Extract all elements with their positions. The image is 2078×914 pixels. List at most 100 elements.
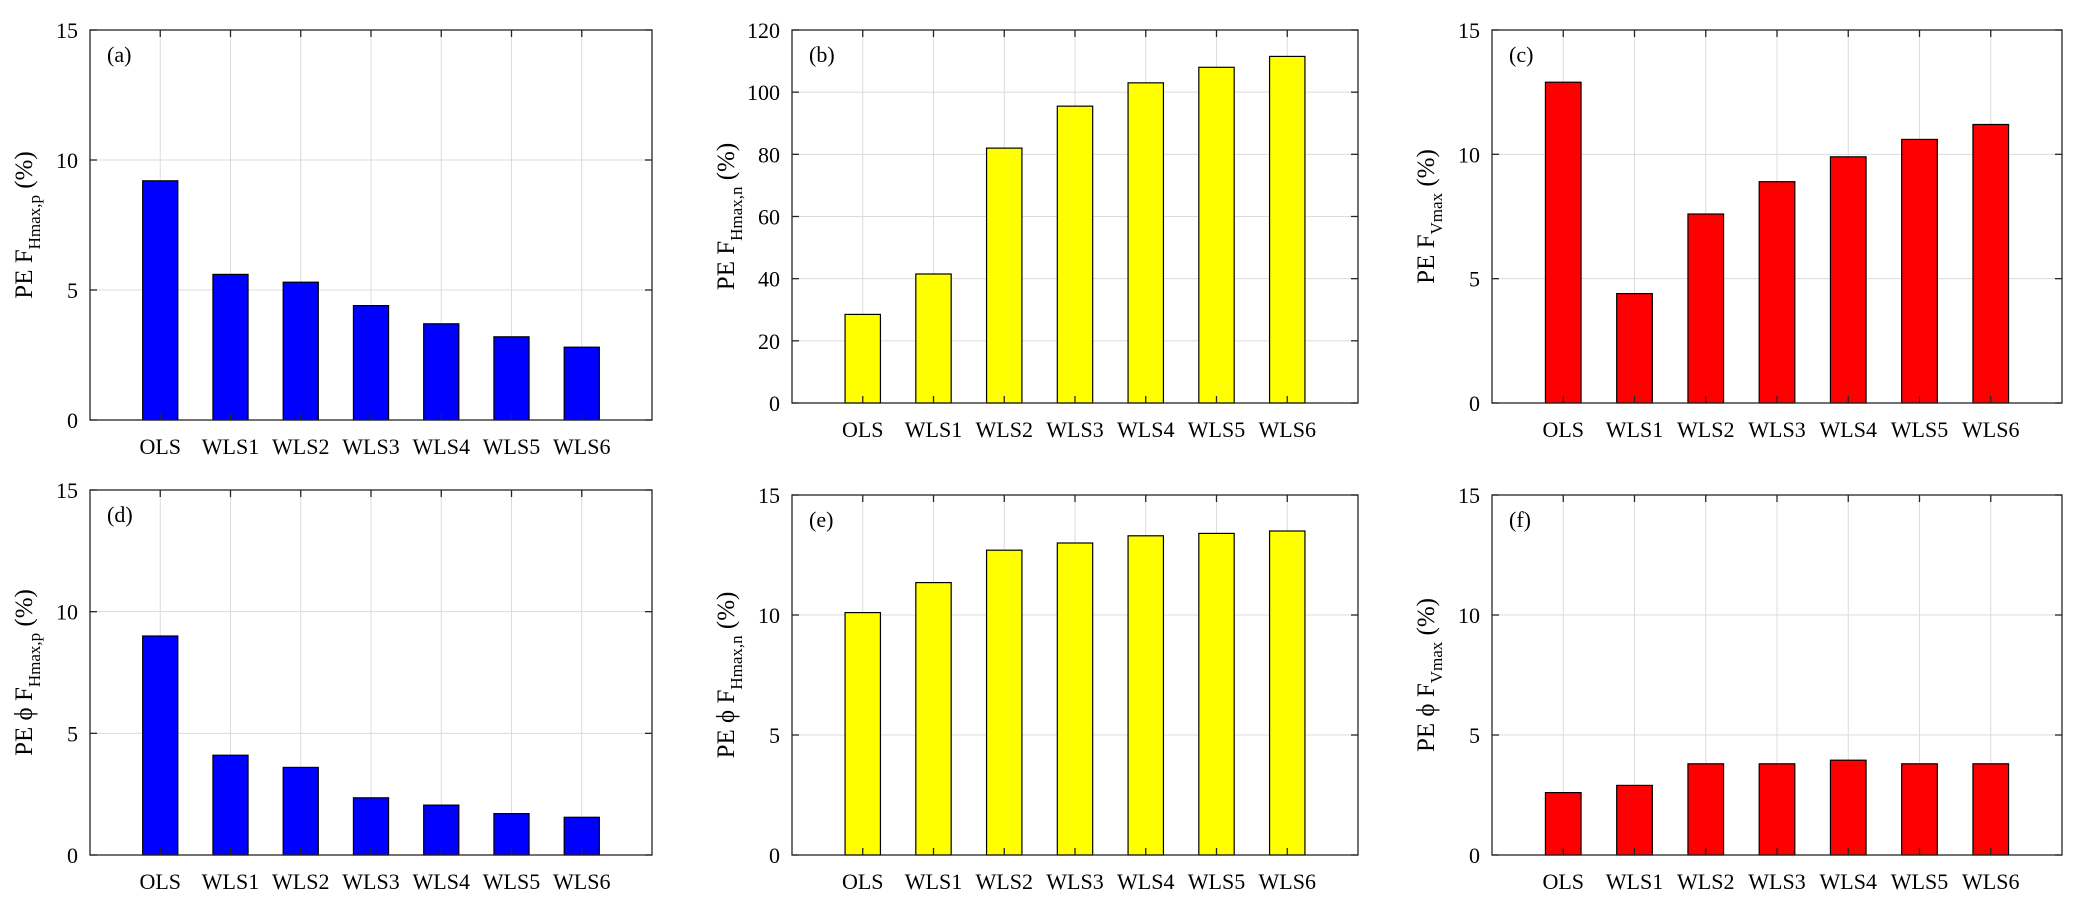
x-tick-label: WLS2 bbox=[1677, 417, 1734, 442]
bar-wls5 bbox=[1198, 532, 1235, 856]
y-tick-label: 5 bbox=[67, 721, 78, 746]
bar-wls3 bbox=[1056, 105, 1094, 404]
x-tick-label: WLS4 bbox=[413, 434, 470, 459]
y-tick-label: 10 bbox=[56, 600, 78, 625]
bar-wls1 bbox=[915, 581, 952, 856]
x-tick-label: WLS1 bbox=[202, 869, 259, 894]
bar-wls6 bbox=[1972, 123, 2010, 404]
x-tick-label: WLS5 bbox=[483, 869, 540, 894]
x-tick-label: WLS2 bbox=[1677, 869, 1734, 894]
y-axis-label-main: PE ϕ F bbox=[1413, 683, 1440, 752]
y-tick-label: 15 bbox=[56, 478, 78, 503]
x-tick-label: OLS bbox=[842, 417, 884, 442]
y-axis-label-unit: (%) bbox=[713, 592, 740, 636]
bar-wls1 bbox=[212, 754, 249, 856]
bar-wls5 bbox=[493, 336, 530, 421]
x-tick-label: WLS4 bbox=[1117, 869, 1174, 894]
y-tick-label: 0 bbox=[769, 843, 780, 868]
bar-wls1 bbox=[212, 273, 249, 421]
x-tick-label: WLS1 bbox=[905, 417, 962, 442]
bar-wls1 bbox=[1616, 292, 1653, 404]
y-axis-label-subscript: Vmax bbox=[1427, 641, 1446, 683]
bar-wls2 bbox=[282, 766, 319, 856]
x-tick-label: WLS4 bbox=[1820, 417, 1877, 442]
x-tick-label: WLS1 bbox=[202, 434, 259, 459]
y-axis-label-subscript: Hmax,n bbox=[727, 635, 746, 690]
bar-wls2 bbox=[1687, 213, 1725, 404]
y-axis-label-subscript: Hmax,p bbox=[25, 195, 44, 249]
x-tick-label: WLS3 bbox=[1748, 869, 1805, 894]
y-axis-label-main: PE F bbox=[713, 241, 740, 290]
bar-wls4 bbox=[1127, 535, 1165, 856]
y-axis-label-unit: (%) bbox=[11, 589, 38, 633]
y-tick-label: 10 bbox=[56, 148, 78, 173]
y-tick-label: 10 bbox=[1458, 142, 1480, 167]
x-tick-label: WLS1 bbox=[905, 869, 962, 894]
y-tick-label: 120 bbox=[747, 18, 780, 43]
chart-panel-b: 0 20 40 60 80 100 120 OLS WLS1 WLS2 WLS3 WLS4 WLS5 WL… bbox=[713, 18, 1359, 442]
bar-wls4 bbox=[1829, 156, 1867, 404]
y-tick-label: 0 bbox=[1469, 843, 1480, 868]
bar-wls6 bbox=[1268, 55, 1306, 404]
y-tick-label: 15 bbox=[1458, 18, 1480, 43]
y-axis-label-main: PE ϕ F bbox=[11, 687, 38, 756]
x-tick-label: WLS4 bbox=[1117, 417, 1174, 442]
bar-wls3 bbox=[1056, 542, 1094, 856]
bar-wls3 bbox=[1758, 181, 1796, 404]
x-tick-label: OLS bbox=[139, 434, 181, 459]
y-axis-label-unit: (%) bbox=[713, 143, 740, 187]
bar-ols bbox=[142, 635, 179, 856]
y-tick-label: 80 bbox=[758, 142, 780, 167]
y-axis-label-main: PE F bbox=[11, 249, 38, 298]
x-tick-label: WLS5 bbox=[1891, 869, 1948, 894]
x-tick-label: WLS5 bbox=[1188, 869, 1245, 894]
panel-label: (b) bbox=[809, 42, 835, 67]
x-tick-label: WLS3 bbox=[342, 434, 399, 459]
y-tick-label: 0 bbox=[769, 391, 780, 416]
bar-wls2 bbox=[1687, 763, 1725, 856]
bar-wls2 bbox=[985, 147, 1023, 404]
x-tick-label: OLS bbox=[139, 869, 181, 894]
x-tick-label: WLS5 bbox=[483, 434, 540, 459]
panel-label: (e) bbox=[809, 507, 833, 532]
y-tick-label: 20 bbox=[758, 329, 780, 354]
x-tick-label: WLS3 bbox=[342, 869, 399, 894]
x-tick-label: WLS4 bbox=[413, 869, 470, 894]
y-tick-label: 15 bbox=[1458, 483, 1480, 508]
x-tick-label: WLS3 bbox=[1046, 869, 1103, 894]
bar-ols bbox=[844, 313, 882, 404]
bar-ols bbox=[1544, 791, 1582, 856]
y-tick-label: 60 bbox=[758, 205, 780, 230]
y-tick-label: 15 bbox=[56, 18, 78, 43]
bar-wls2 bbox=[985, 549, 1023, 856]
bar-wls5 bbox=[1901, 138, 1938, 404]
panel-label: (a) bbox=[107, 42, 131, 67]
x-tick-label: WLS6 bbox=[1962, 417, 2019, 442]
x-tick-label: WLS4 bbox=[1820, 869, 1877, 894]
x-tick-label: WLS2 bbox=[976, 417, 1033, 442]
y-axis-label: PE ϕ FHmax,p (%) bbox=[11, 589, 44, 756]
x-tick-label: WLS2 bbox=[976, 869, 1033, 894]
x-tick-label: WLS6 bbox=[1962, 869, 2019, 894]
panel-label: (d) bbox=[107, 502, 133, 527]
bar-wls6 bbox=[563, 346, 600, 421]
bar-ols bbox=[142, 180, 179, 421]
y-tick-label: 5 bbox=[1469, 723, 1480, 748]
y-tick-label: 10 bbox=[758, 603, 780, 628]
bar-wls4 bbox=[1829, 759, 1867, 856]
chart-panel-f: 0 5 10 15 OLS WLS1 WLS2 WLS3 WLS4 WLS5 WLS6 (f) PE ϕ… bbox=[1413, 483, 2063, 894]
y-tick-label: 100 bbox=[747, 80, 780, 105]
bar-wls6 bbox=[1972, 763, 2010, 856]
bar-wls3 bbox=[1758, 763, 1796, 856]
bar-wls4 bbox=[423, 804, 460, 856]
chart-panel-a: 0 5 10 15 OLS WLS1 WLS2 WLS3 WLS4 WLS5 WLS6 (a) PE F… bbox=[11, 18, 653, 459]
x-tick-label: WLS6 bbox=[1259, 417, 1316, 442]
y-tick-label: 0 bbox=[67, 843, 78, 868]
x-tick-label: WLS3 bbox=[1046, 417, 1103, 442]
x-tick-label: WLS1 bbox=[1606, 869, 1663, 894]
x-tick-label: WLS5 bbox=[1891, 417, 1948, 442]
bar-wls4 bbox=[1127, 82, 1165, 404]
x-tick-label: WLS6 bbox=[1259, 869, 1316, 894]
y-tick-label: 5 bbox=[67, 278, 78, 303]
